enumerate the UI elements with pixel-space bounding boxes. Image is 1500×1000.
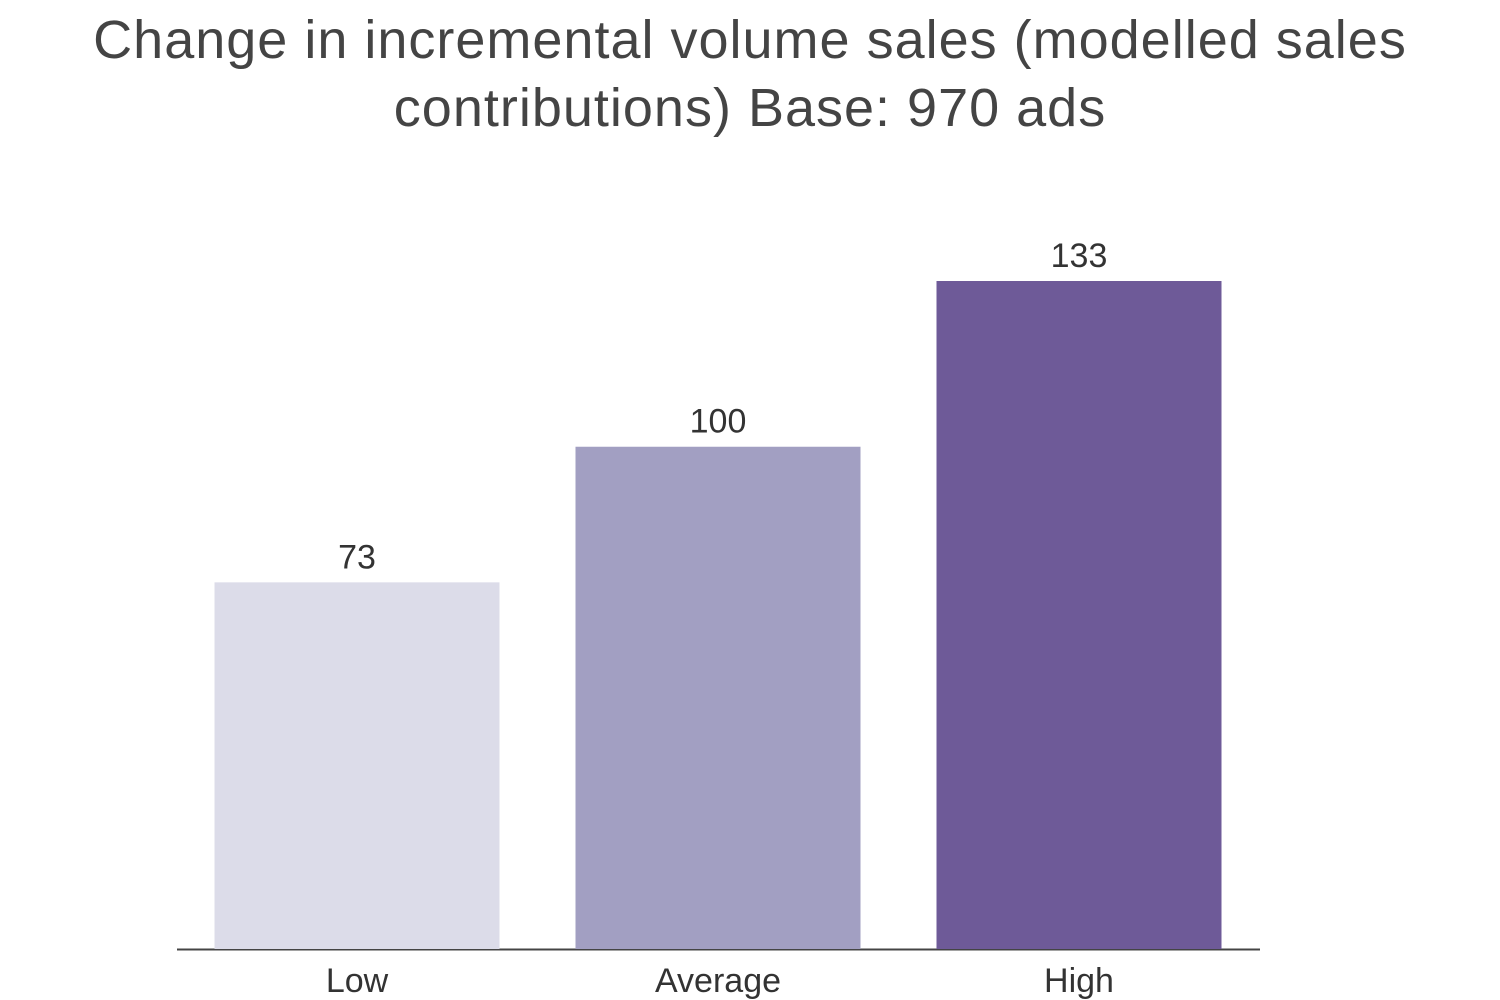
value-label: 73 [338, 538, 376, 576]
x-tick-label: Low [326, 962, 389, 1000]
bar [214, 582, 500, 949]
x-tick-label: Average [655, 962, 781, 1000]
chart-title: Change in incremental volume sales (mode… [93, 10, 1407, 138]
bar [575, 446, 861, 949]
x-tick-label: High [1044, 962, 1114, 1000]
value-label: 100 [690, 403, 747, 441]
bar [936, 281, 1222, 949]
value-label: 133 [1051, 237, 1108, 275]
